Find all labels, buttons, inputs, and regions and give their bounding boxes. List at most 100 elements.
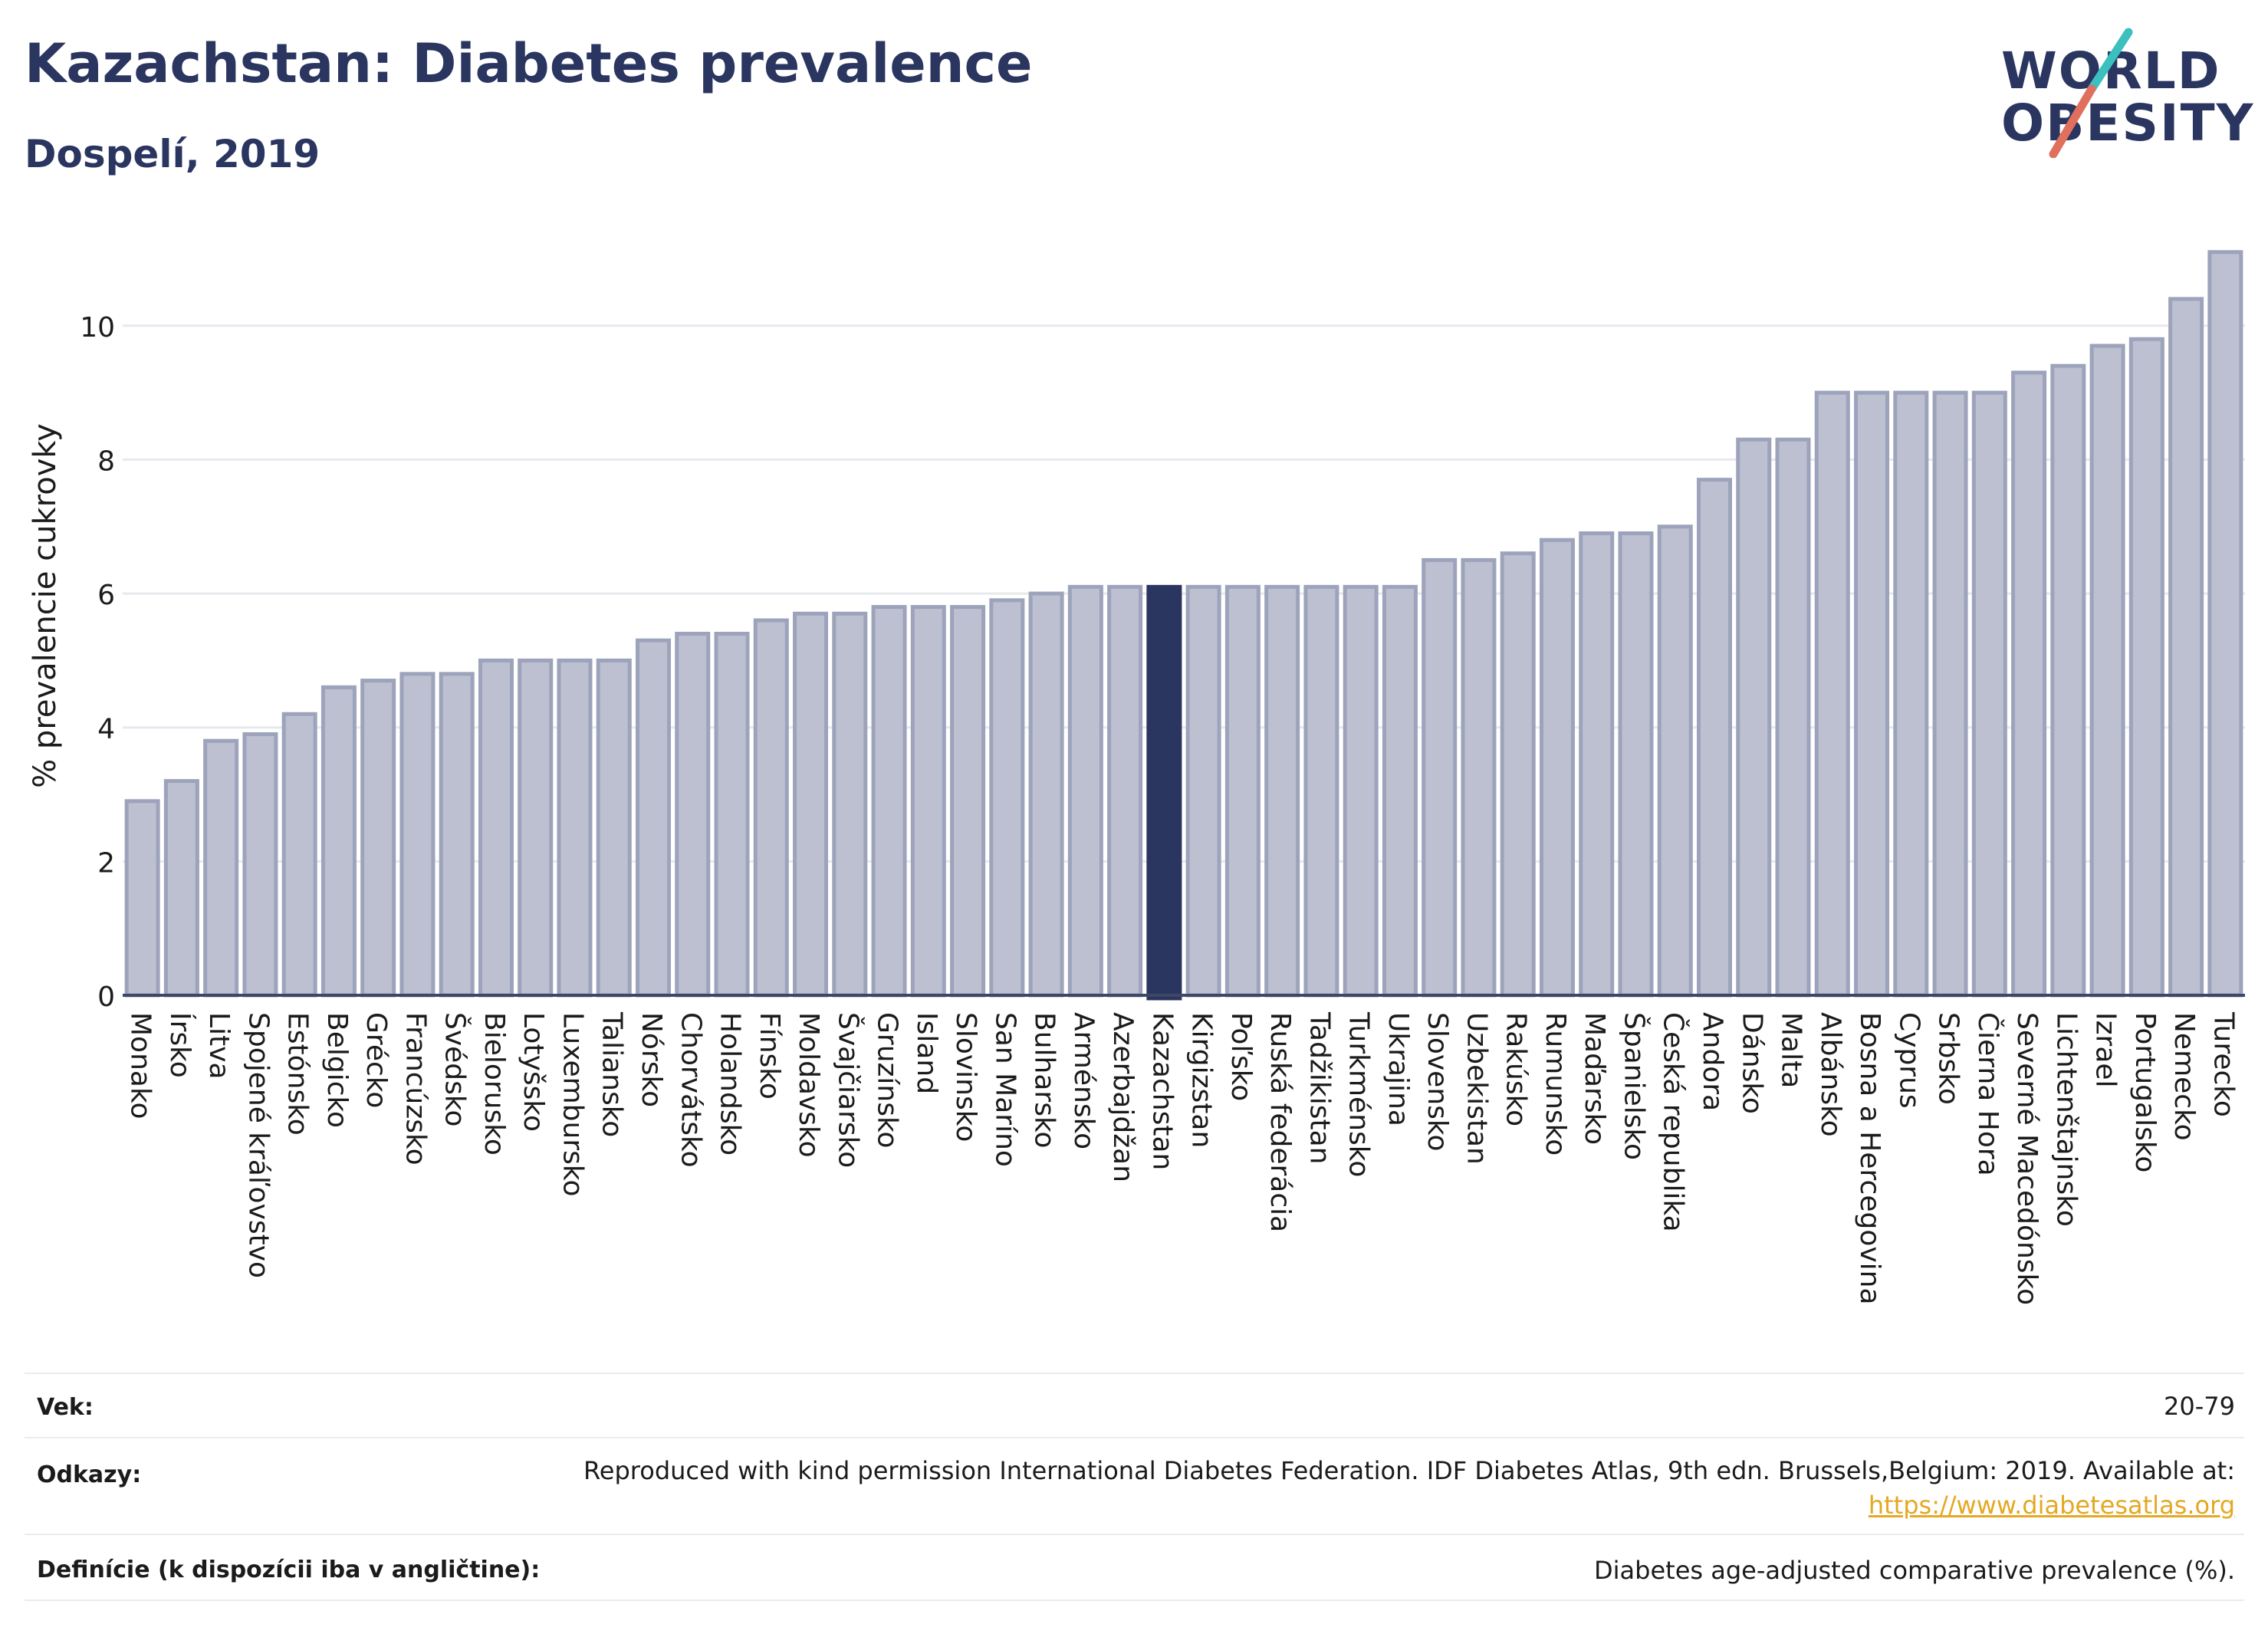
logo-slash-icon <box>2049 28 2133 158</box>
x-tick-label: Fínsko <box>754 1012 785 1100</box>
x-tick-label: Azerbajdžan <box>1107 1012 1139 1182</box>
x-tick-label: Holandsko <box>715 1012 746 1156</box>
x-tick-label: Taliansko <box>597 1011 628 1137</box>
x-tick-label: Švajčiarsko <box>832 1012 864 1168</box>
x-tick-label: Slovensko <box>1422 1012 1453 1152</box>
bar[interactable] <box>2089 344 2125 998</box>
x-tick-label: Srbsko <box>1933 1012 1964 1105</box>
bar[interactable] <box>1185 584 1221 998</box>
bar[interactable] <box>635 638 672 998</box>
y-tick-label: 2 <box>97 847 115 879</box>
meta-row-refs: Odkazy: Reproduced with kind permission … <box>25 1437 2244 1535</box>
bar[interactable] <box>478 658 514 998</box>
x-tick-label: Litva <box>203 1012 235 1080</box>
x-tick-label: Česká republika <box>1658 1012 1690 1232</box>
meta-def-value: Diabetes age-adjusted comparative preval… <box>1594 1556 2235 1585</box>
bar-chart: 0 2 4 6 8 10 Monako Írsko Litva Spojené kráľovst… <box>28 250 2245 1305</box>
bar[interactable] <box>1775 437 1811 998</box>
bar[interactable] <box>1579 531 1615 998</box>
bar[interactable] <box>2011 370 2047 998</box>
bar[interactable] <box>989 598 1025 998</box>
bar[interactable] <box>439 672 475 998</box>
meta-refs-link[interactable]: https://www.diabetesatlas.org <box>1868 1491 2235 1520</box>
bar[interactable] <box>518 658 554 998</box>
x-tick-label: Moldavsko <box>793 1012 824 1158</box>
bar[interactable] <box>2128 337 2164 998</box>
bar[interactable] <box>675 631 711 998</box>
bar[interactable] <box>714 631 750 998</box>
x-tick-label: Izrael <box>2090 1012 2122 1088</box>
bar[interactable] <box>1618 531 1654 998</box>
bar[interactable] <box>1303 584 1339 998</box>
x-tick-label: Turecko <box>2207 1011 2239 1117</box>
bar[interactable] <box>1028 591 1064 998</box>
bar[interactable] <box>910 605 946 998</box>
bar[interactable] <box>1264 584 1300 998</box>
bar[interactable] <box>1067 584 1103 998</box>
x-tick-label: Cyprus <box>1893 1012 1925 1109</box>
bar[interactable] <box>1539 538 1575 998</box>
bar[interactable] <box>793 611 829 998</box>
bar[interactable] <box>1422 557 1458 998</box>
y-tick-label: 4 <box>97 714 115 745</box>
x-tick-label: Nórsko <box>636 1012 667 1107</box>
y-axis-label: % prevalencie cukrovky <box>28 423 63 788</box>
bar[interactable] <box>203 738 239 998</box>
x-tick-label: Tadžikistan <box>1303 1011 1335 1164</box>
bar[interactable] <box>1814 390 1850 998</box>
bar[interactable] <box>832 611 868 998</box>
bar[interactable] <box>596 658 632 998</box>
bar[interactable] <box>753 618 789 998</box>
bar[interactable] <box>1854 390 1890 998</box>
bar[interactable] <box>320 685 357 998</box>
x-tick-label: Spojené kráľovstvo <box>242 1012 274 1278</box>
meta-refs-value: Reproduced with kind permission Internat… <box>583 1454 2235 1523</box>
bar-highlight[interactable] <box>1146 584 1182 1001</box>
x-tick-label: Albánsko <box>1815 1012 1846 1137</box>
meta-refs-text: Reproduced with kind permission Internat… <box>583 1456 2235 1485</box>
bar[interactable] <box>950 605 986 998</box>
x-tick-label: Turkménsko <box>1343 1011 1375 1177</box>
bar[interactable] <box>2050 363 2086 998</box>
bar[interactable] <box>1971 390 2007 998</box>
bar[interactable] <box>1696 478 1733 998</box>
bar[interactable] <box>1461 557 1497 998</box>
x-tick-label: Francúzsko <box>399 1012 431 1165</box>
bar[interactable] <box>1932 390 1968 998</box>
x-tick-label: Bielorusko <box>478 1012 510 1156</box>
x-tick-label: Island <box>911 1012 942 1094</box>
bar[interactable] <box>242 732 278 998</box>
x-tick-label: Chorvátsko <box>675 1012 706 1168</box>
x-tick-label: Španielsko <box>1618 1012 1650 1160</box>
x-tick-label: Gruzínsko <box>872 1012 903 1149</box>
bar[interactable] <box>1107 584 1143 998</box>
x-tick-label: Bulharsko <box>1029 1012 1060 1149</box>
y-tick-label: 10 <box>80 312 115 344</box>
bar[interactable] <box>1657 524 1693 998</box>
bar[interactable] <box>2207 250 2243 998</box>
x-tick-label: Severné Macedónsko <box>2011 1012 2043 1305</box>
bar[interactable] <box>399 672 436 998</box>
x-tick-label: Bosna a Hercegovina <box>1854 1012 1885 1305</box>
bar[interactable] <box>281 712 317 998</box>
x-tick-label: Írsko <box>164 1012 196 1078</box>
bar[interactable] <box>1500 551 1536 998</box>
x-tick-label: Luxembursko <box>557 1012 588 1196</box>
x-tick-label: Kirgizstan <box>1186 1012 1218 1148</box>
bar[interactable] <box>124 799 160 998</box>
bar[interactable] <box>557 658 593 998</box>
x-tick-label: Dánsko <box>1736 1012 1767 1114</box>
bar[interactable] <box>871 605 907 998</box>
bar[interactable] <box>1343 584 1379 998</box>
bar[interactable] <box>1736 437 1772 998</box>
bar[interactable] <box>360 679 396 998</box>
bar[interactable] <box>163 779 199 998</box>
bar[interactable] <box>2168 297 2204 998</box>
x-tick-label: Švédsko <box>439 1012 472 1127</box>
bar[interactable] <box>1224 584 1261 998</box>
meta-def-label: Definície (k dispozícii iba v angličtine… <box>37 1557 541 1583</box>
bar[interactable] <box>1893 390 1929 998</box>
y-tick-label: 8 <box>97 445 115 477</box>
bar[interactable] <box>1382 584 1418 998</box>
meta-refs-label: Odkazy: <box>37 1461 142 1488</box>
